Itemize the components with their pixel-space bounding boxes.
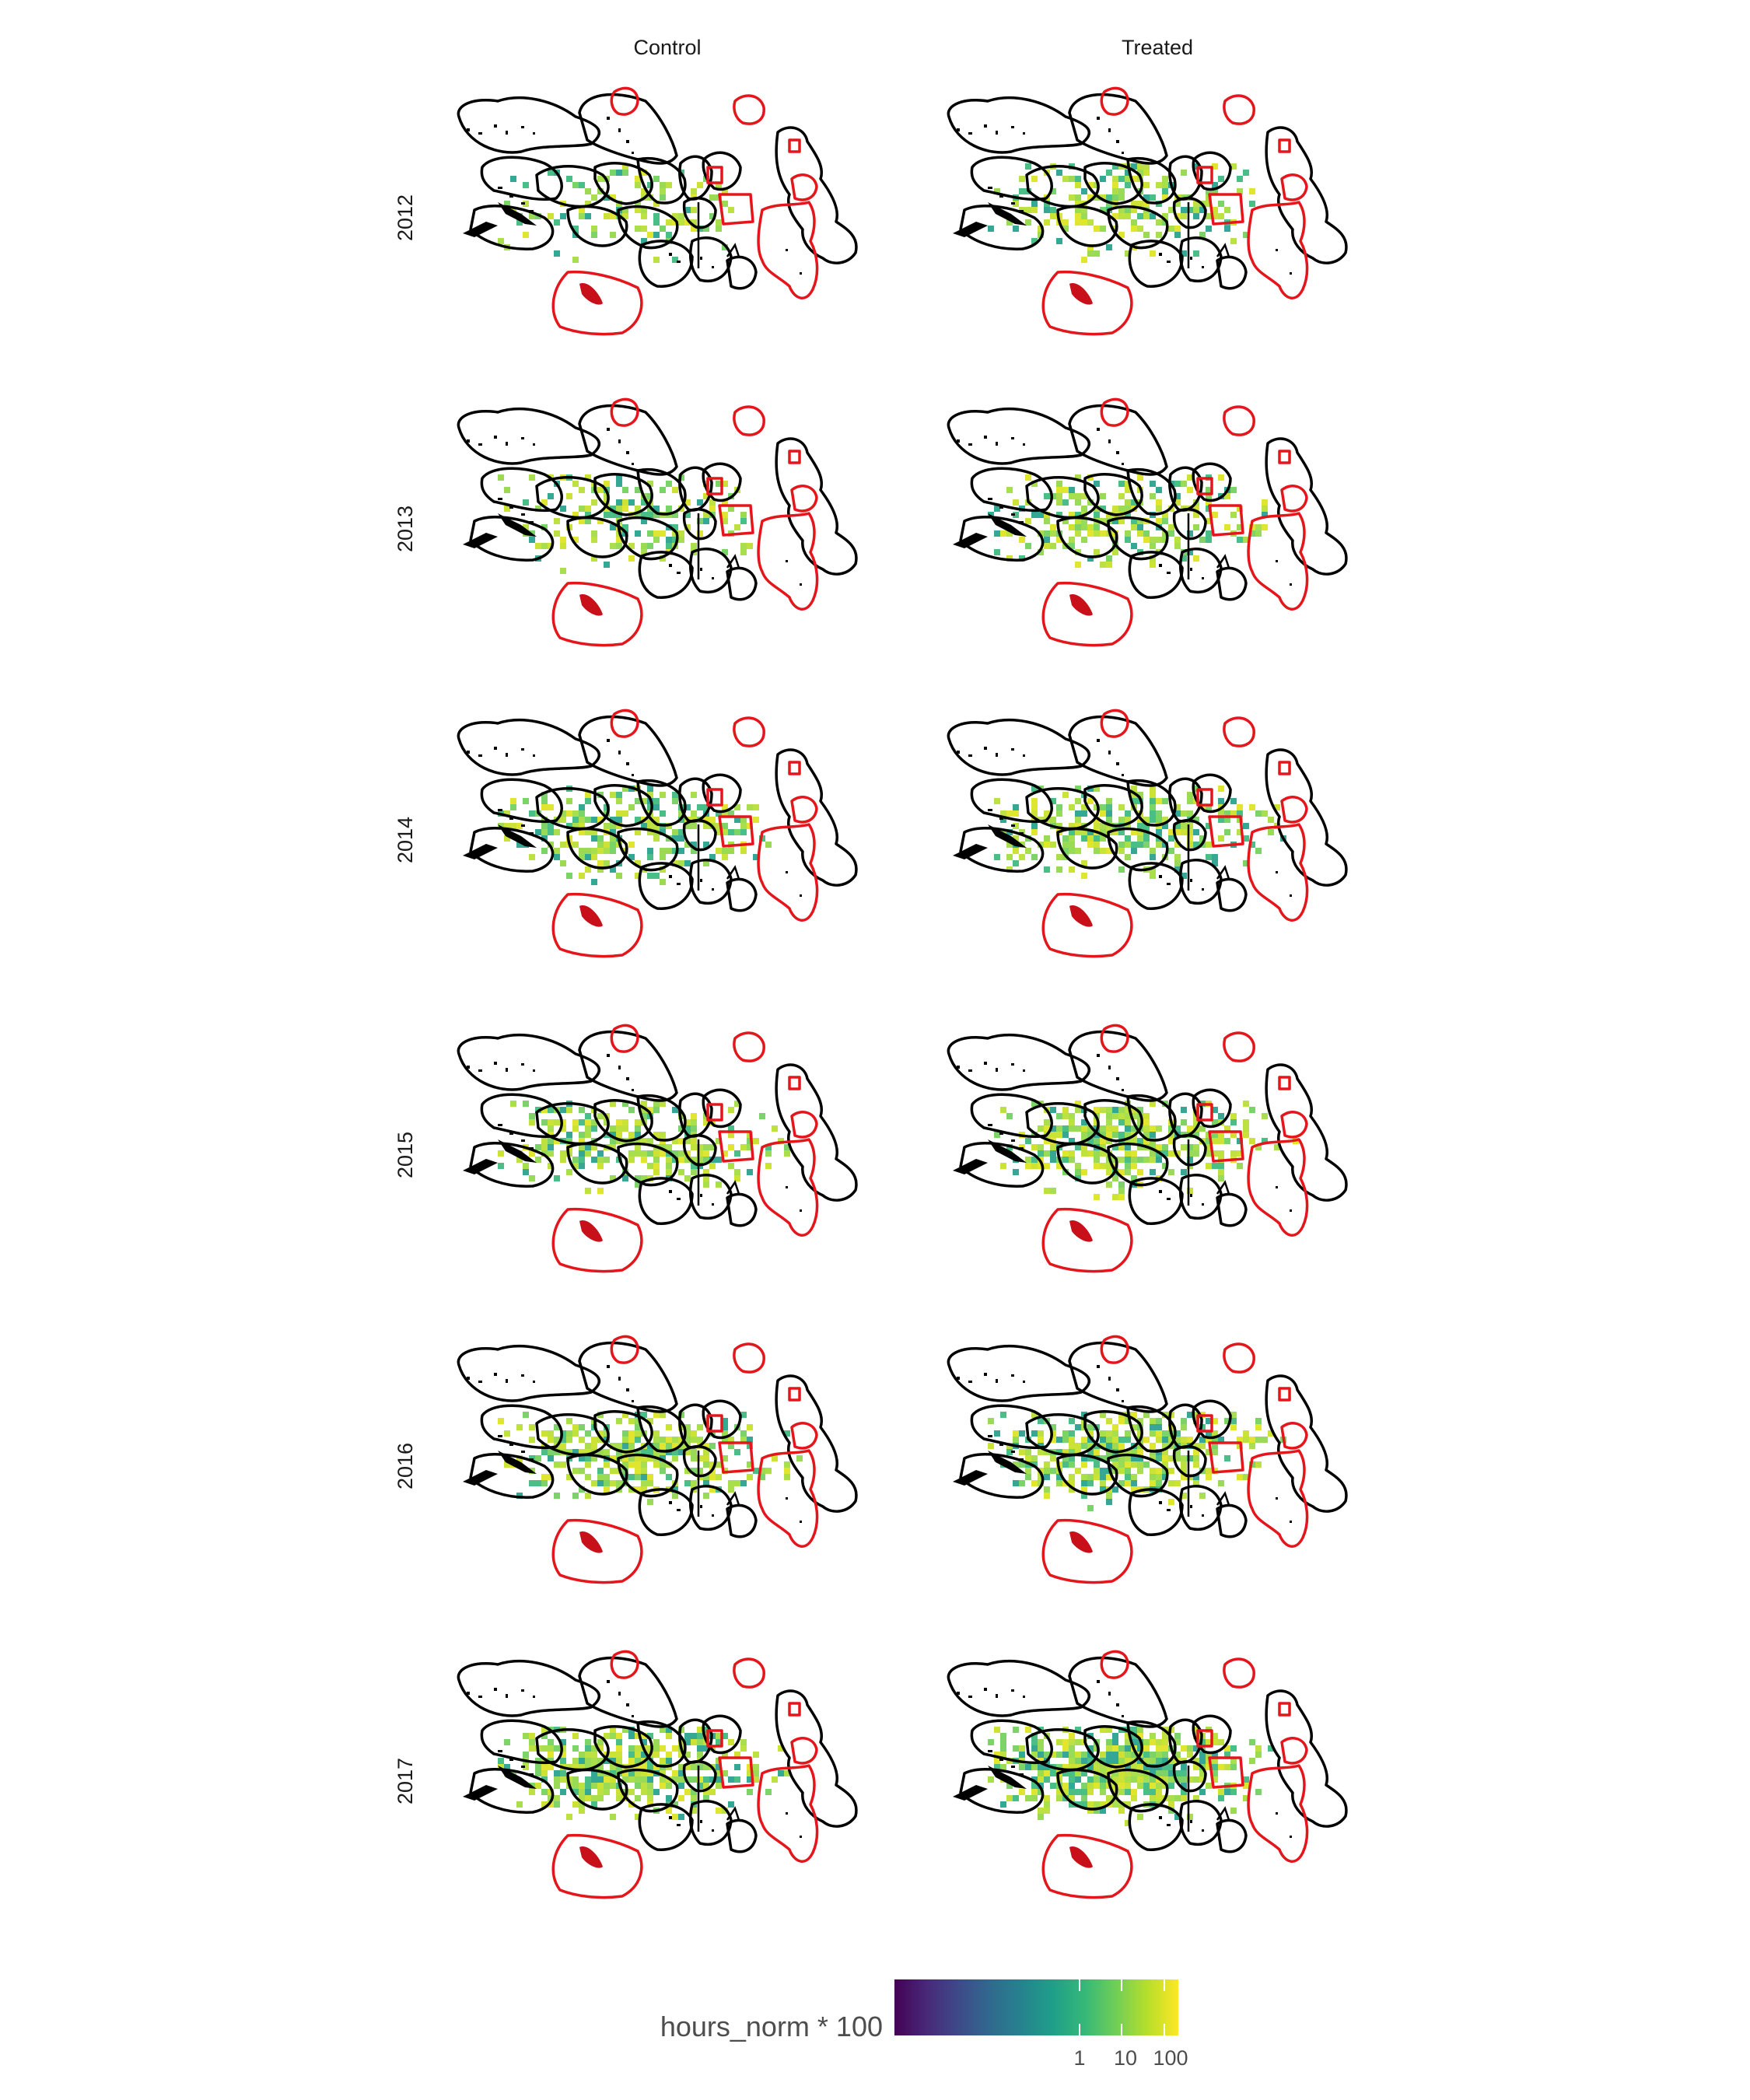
legend-tick-10: 10: [1114, 2046, 1137, 2070]
map-panel-treated-2012: [947, 86, 1348, 336]
row-headers: 2012 2013 2014 2015 2016 2017: [394, 194, 417, 1804]
eez-basemap: [457, 1650, 858, 1899]
fishing-effort-raster: [498, 1727, 790, 1820]
map-panel-treated-2013: [947, 397, 1348, 647]
row-header-2012: 2012: [394, 194, 417, 241]
row-header-2014: 2014: [394, 817, 417, 863]
legend-title: hours_norm * 100: [660, 2011, 883, 2042]
map-panel-treated-2017: [947, 1650, 1348, 1899]
eez-basemap: [457, 709, 858, 958]
map-panel-control-2017: [457, 1650, 858, 1899]
legend-tick-100: 100: [1153, 2046, 1188, 2070]
legend-tick-1: 1: [1073, 2046, 1085, 2070]
row-header-2015: 2015: [394, 1132, 417, 1178]
eez-basemap: [457, 86, 858, 336]
map-panel-treated-2015: [947, 1024, 1348, 1273]
column-header-treated: Treated: [1122, 36, 1193, 59]
map-panel-treated-2016: [947, 1335, 1348, 1584]
row-header-2017: 2017: [394, 1758, 417, 1804]
fishing-effort-raster: [988, 163, 1255, 263]
color-legend: hours_norm * 100 1 10 100: [660, 1979, 1188, 2070]
fishing-effort-raster: [498, 1101, 790, 1194]
map-panel-control-2016: [457, 1335, 858, 1584]
map-panel-control-2012: [457, 86, 858, 336]
row-header-2013: 2013: [394, 506, 417, 552]
map-panel-control-2014: [457, 709, 858, 958]
map-panel-treated-2014: [947, 709, 1348, 958]
eez-basemap: [947, 1335, 1348, 1584]
map-panel-control-2013: [457, 397, 858, 647]
eez-basemap: [947, 86, 1348, 336]
eez-basemap: [947, 1650, 1348, 1899]
column-header-control: Control: [633, 36, 701, 59]
map-panel-control-2015: [457, 1024, 858, 1273]
legend-colorbar: [894, 1979, 1178, 2035]
legend-ticks: 1 10 100: [1073, 1979, 1188, 2070]
eez-basemap: [457, 397, 858, 647]
map-panels: [457, 86, 1348, 1899]
eez-basemap: [457, 1024, 858, 1273]
eez-basemap: [947, 397, 1348, 647]
row-header-2016: 2016: [394, 1443, 417, 1489]
